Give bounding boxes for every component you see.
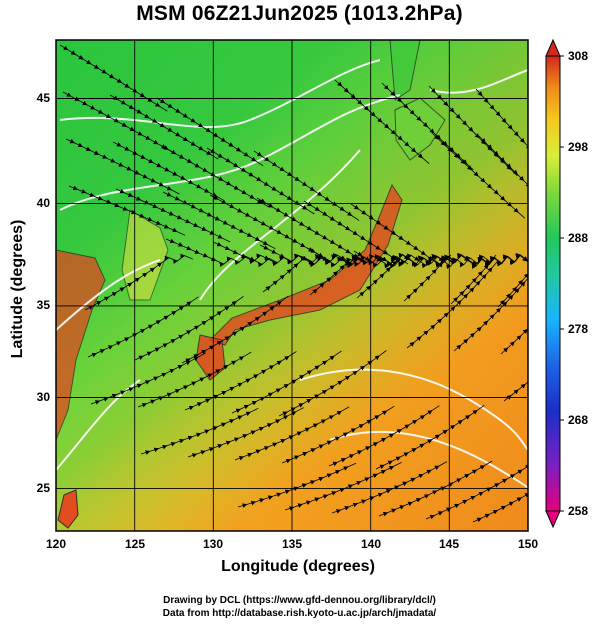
plot-frame xyxy=(55,39,529,532)
streamline xyxy=(65,138,180,195)
y-tick-label: 30 xyxy=(36,390,50,404)
y-tick-label: 45 xyxy=(36,91,50,105)
x-tick-label: 135 xyxy=(281,537,303,551)
streamline xyxy=(262,253,364,293)
colorbar-tick-label: 268 xyxy=(568,413,589,427)
taiwan xyxy=(57,489,79,529)
streamline xyxy=(334,79,430,165)
credit-line-drawing: Drawing by DCL (https://www.gfd-dennou.o… xyxy=(163,595,436,606)
colorbar-tick-label: 278 xyxy=(568,322,589,336)
colorbar-tick-label: 288 xyxy=(568,231,589,245)
colorbar xyxy=(545,38,564,529)
x-tick-label: 130 xyxy=(202,537,224,551)
credit-line-data: Data from http://database.rish.kyoto-u.a… xyxy=(162,608,437,619)
plot-title: MSM 06Z21Jun2025 (1013.2hPa) xyxy=(136,2,463,25)
streamline xyxy=(237,462,357,508)
colorbar-tick-label: 258 xyxy=(568,504,589,518)
colorbar-tick-label: 308 xyxy=(568,49,589,63)
y-tick-label: 35 xyxy=(36,298,50,312)
x-tick-label: 140 xyxy=(360,537,382,551)
x-tick-label: 150 xyxy=(517,537,539,551)
graticule xyxy=(56,40,528,531)
x-tick-label: 125 xyxy=(124,537,146,551)
y-tick-label: 40 xyxy=(36,196,50,210)
plot-area xyxy=(56,40,528,531)
colorbar-top-triangle xyxy=(545,38,561,57)
x-tick-label: 145 xyxy=(438,537,460,551)
streamline xyxy=(431,132,526,219)
streamline xyxy=(140,407,259,455)
y-tick-label: 25 xyxy=(36,481,50,495)
streamline xyxy=(165,238,278,268)
streamline xyxy=(406,260,499,349)
y-axis-label: Latitude (degrees) xyxy=(9,219,26,359)
colorbar-bottom-triangle xyxy=(545,510,561,529)
streamline xyxy=(90,352,207,405)
streamline xyxy=(87,296,199,358)
streamline xyxy=(503,321,528,402)
x-tick-label: 120 xyxy=(45,537,67,551)
colorbar-tick-label: 298 xyxy=(568,140,589,154)
x-axis-label: Longitude (degrees) xyxy=(221,558,375,575)
streamline xyxy=(68,185,186,236)
